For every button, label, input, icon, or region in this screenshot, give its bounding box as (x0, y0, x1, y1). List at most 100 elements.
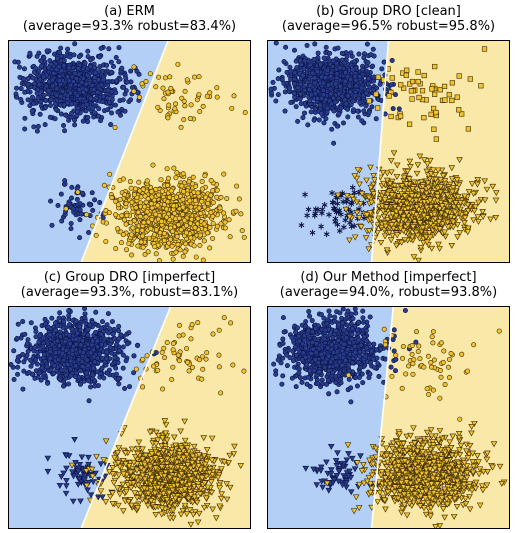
data-point-circle (17, 64, 23, 70)
data-point-square (465, 126, 471, 132)
data-point-triangle (400, 174, 408, 181)
data-point-triangle (429, 190, 436, 196)
data-point-triangle (409, 210, 417, 217)
data-point-triangle (350, 196, 357, 203)
data-point-circle (51, 70, 57, 76)
points-group (268, 40, 500, 263)
data-point-triangle (415, 257, 422, 263)
data-point-circle (61, 383, 67, 389)
data-point-circle (350, 98, 356, 104)
data-point-circle (140, 384, 146, 390)
data-point-circle (104, 322, 110, 328)
data-point-triangle (487, 216, 494, 223)
data-point-circle (180, 171, 186, 177)
data-point-triangle (374, 229, 381, 236)
data-point-circle (160, 386, 166, 392)
data-point-circle (345, 114, 351, 120)
data-point-circle (184, 346, 190, 352)
data-point-circle (155, 367, 161, 373)
data-point-circle (318, 110, 324, 116)
data-point-circle (275, 76, 281, 82)
data-point-square (442, 97, 448, 103)
data-point-circle (108, 122, 114, 128)
data-point-circle (88, 57, 94, 63)
data-point-circle (58, 111, 64, 117)
data-point-triangle (381, 220, 389, 227)
data-point-circle (107, 171, 113, 177)
data-point-circle (287, 85, 293, 91)
data-point-circle (142, 193, 148, 199)
data-point-triangle (353, 209, 361, 216)
scatter-svg (8, 306, 251, 529)
data-point-triangle (413, 170, 421, 177)
data-point-circle (103, 220, 109, 226)
data-point-star (326, 211, 332, 218)
data-point-triangle (401, 207, 409, 214)
data-point-circle (35, 95, 41, 101)
data-point-circle (276, 67, 282, 73)
data-point-circle (173, 175, 179, 181)
data-point-circle (66, 313, 72, 319)
data-point-triangle (406, 158, 414, 165)
data-point-triangle (382, 223, 390, 230)
data-point-circle (48, 198, 54, 204)
data-point-triangle (381, 233, 389, 240)
data-point-circle (195, 215, 201, 221)
data-point-circle (312, 75, 318, 81)
data-point-circle (210, 235, 216, 241)
data-point-triangle (83, 468, 90, 475)
data-point-triangle (492, 197, 500, 204)
data-point-square (432, 63, 438, 70)
data-point-star (349, 184, 356, 191)
data-point-circle (120, 344, 126, 350)
data-point-circle (304, 42, 310, 48)
data-point-triangle (356, 181, 363, 188)
data-point-triangle (420, 194, 428, 201)
data-point-circle (204, 350, 210, 356)
data-point-square (432, 91, 438, 97)
data-point-circle (112, 336, 118, 342)
data-point-circle (78, 211, 84, 217)
data-point-circle (192, 225, 198, 231)
data-point-circle (167, 74, 173, 80)
data-point-circle (207, 245, 213, 251)
data-point-triangle (355, 215, 363, 222)
data-point-triangle (461, 193, 469, 200)
panel-title: (a) ERM (104, 4, 155, 19)
data-point-circle (123, 247, 129, 253)
data-point-circle (201, 238, 207, 244)
data-point-circle (273, 98, 279, 104)
data-point-square (433, 136, 439, 142)
data-point-circle (151, 363, 157, 369)
data-point-circle (307, 62, 313, 68)
data-point-circle (47, 114, 53, 120)
data-point-circle (104, 95, 110, 101)
data-point-square (375, 105, 381, 111)
scatter-plot-erm (8, 40, 251, 263)
data-point-circle (90, 105, 96, 111)
data-point-circle (170, 256, 176, 262)
data-point-circle (301, 66, 307, 72)
data-point-triangle (474, 214, 482, 221)
data-point-circle (173, 194, 179, 200)
data-point-circle (189, 364, 195, 370)
data-point-circle (351, 107, 357, 113)
data-point-circle (170, 364, 176, 370)
data-point-square (467, 76, 473, 82)
data-point-triangle (367, 164, 374, 171)
data-point-circle (214, 85, 220, 91)
data-point-circle (329, 126, 335, 132)
data-point-circle (82, 315, 88, 321)
data-point-circle (133, 205, 139, 211)
data-point-circle (74, 76, 80, 82)
data-point-triangle (92, 470, 99, 477)
data-point-circle (92, 197, 98, 203)
data-point-triangle (365, 246, 373, 253)
data-point-circle (370, 63, 376, 69)
data-point-circle (85, 326, 91, 332)
data-point-triangle (407, 164, 414, 170)
data-point-circle (14, 358, 20, 364)
data-point-circle (15, 364, 21, 370)
data-point-circle (25, 337, 31, 343)
data-point-circle (316, 117, 322, 123)
